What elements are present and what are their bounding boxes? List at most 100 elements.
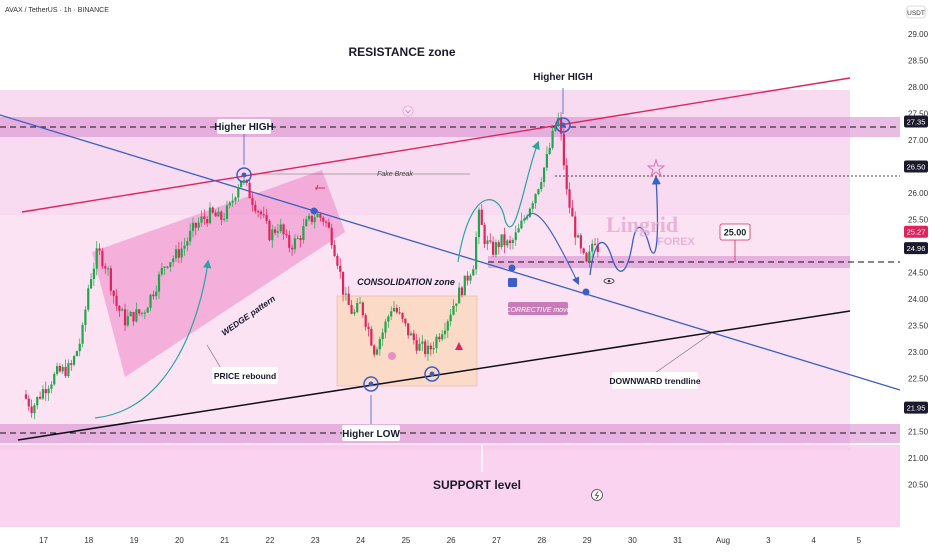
price-rebound-box <box>212 367 278 384</box>
candle-body <box>293 238 297 250</box>
price-label: 27.35 <box>907 117 926 126</box>
candle-body <box>95 248 98 269</box>
wedge-pattern-shape <box>92 170 345 377</box>
x-tick-label: 5 <box>857 536 862 545</box>
candle-body <box>61 366 64 372</box>
y-tick-label: 27.00 <box>908 136 929 145</box>
candle-body <box>426 345 430 355</box>
candle-body <box>542 167 546 183</box>
candle-body <box>401 313 404 319</box>
candle-body <box>70 363 73 365</box>
candle-body <box>588 251 591 262</box>
price-label-box <box>904 160 928 173</box>
candle-body <box>452 305 455 315</box>
higher-low-label: Higher LOW <box>342 429 400 440</box>
candle-body <box>310 215 314 222</box>
candle-body <box>39 396 42 399</box>
price-label-box <box>904 115 928 128</box>
price-label-box <box>904 242 928 255</box>
candle-body <box>489 240 492 242</box>
candle-body <box>155 291 158 297</box>
candle-body <box>458 287 461 304</box>
candle-body <box>177 249 180 258</box>
candle-body <box>350 304 353 314</box>
pivot-circle-high-2 <box>555 117 571 133</box>
arrow-down-marker-icon[interactable] <box>402 105 414 117</box>
candle-body <box>36 396 39 406</box>
candle-body <box>475 237 478 270</box>
x-tick-label: 23 <box>311 536 320 545</box>
candle-body <box>123 309 127 326</box>
candle-body <box>132 311 135 322</box>
candle-body <box>78 343 81 352</box>
consolidation-zone-label: CONSOLIDATION zone <box>357 277 455 287</box>
y-tick-label: 25.50 <box>908 216 929 225</box>
pivot-dot-low-2 <box>429 371 435 377</box>
pivot-dot-high-1 <box>241 172 247 178</box>
candle-body <box>214 212 217 217</box>
flag-marker-icon <box>315 184 325 191</box>
candle-body <box>574 216 577 238</box>
candle-body <box>596 244 599 252</box>
news-flag-icon[interactable] <box>508 278 517 287</box>
candle-body <box>333 245 336 257</box>
candle-body <box>441 334 444 340</box>
candle-body <box>466 275 469 281</box>
candle-body <box>47 388 50 394</box>
candle-body <box>257 211 260 213</box>
candle-body <box>305 219 308 227</box>
lightning-event-icon[interactable] <box>591 489 603 501</box>
candle-body <box>81 324 84 344</box>
candle-body <box>531 203 534 209</box>
y-tick-label: 24.00 <box>908 295 929 304</box>
candle-body <box>84 309 87 325</box>
candle-body <box>115 295 118 306</box>
candle-body <box>463 275 466 296</box>
y-tick-label: 28.50 <box>908 57 929 66</box>
touch-dot-1 <box>310 207 318 215</box>
candle-body <box>231 200 234 203</box>
candle-body <box>194 222 197 228</box>
candle-body <box>290 247 294 250</box>
higher-high-1-label: Higher HIGH <box>214 122 273 133</box>
candle-body <box>330 227 333 246</box>
candle-body <box>449 314 452 322</box>
candle-body <box>101 250 104 267</box>
candle-body <box>98 248 101 251</box>
candle-body <box>237 187 240 198</box>
candle-body <box>500 234 503 248</box>
target-price-label: 25.00 <box>724 228 747 238</box>
candle-body <box>109 268 112 291</box>
candle-body <box>217 211 220 217</box>
candle-body <box>271 229 274 241</box>
target-price-box <box>719 223 751 241</box>
y-tick-label: 20.50 <box>908 481 929 490</box>
candle-body <box>313 217 316 222</box>
candle-body <box>53 373 56 385</box>
downward-trendline <box>0 114 901 391</box>
candle-body <box>525 216 529 219</box>
candle-body <box>432 347 435 350</box>
y-tick-label: 21.00 <box>908 454 929 463</box>
lightning-glyph <box>594 491 600 500</box>
candle-body <box>429 345 432 350</box>
candle-body <box>58 365 62 372</box>
candle-body <box>288 235 291 248</box>
resistance-zone-label: RESISTANCE zone <box>348 45 455 59</box>
x-tick-label: Aug <box>716 536 730 545</box>
snail-icon <box>388 352 396 360</box>
pivot-circle-high-1 <box>236 167 252 183</box>
candle-body <box>514 232 517 241</box>
time-axis[interactable]: 17 18 19 20 21 22 23 24 25 26 27 28 29 30 31 Aug 3 4 5 <box>0 527 900 550</box>
candle-body <box>534 194 537 204</box>
y-tick-label: 28.00 <box>908 83 929 92</box>
candle-body <box>121 309 124 311</box>
price-axis[interactable]: USDT 29.00 28.50 28.00 27.50 27.00 26.50 26.00… <box>900 0 932 550</box>
candle-body <box>415 340 418 351</box>
candle-body <box>282 224 285 235</box>
eye-pupil <box>607 279 611 283</box>
candle-body <box>497 242 500 248</box>
candle-body <box>548 147 551 154</box>
